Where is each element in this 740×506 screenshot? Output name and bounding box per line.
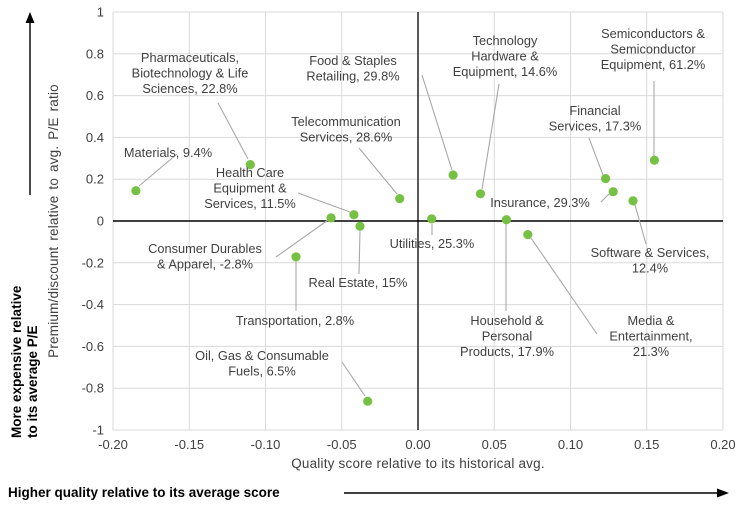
x-tick-label: 0.15: [634, 437, 659, 452]
data-point-16[interactable]: [649, 155, 660, 165]
x-tick-label: 0.20: [710, 437, 735, 452]
leader-line: [297, 192, 351, 213]
data-point-15[interactable]: [628, 196, 638, 206]
data-point-1[interactable]: [245, 160, 255, 170]
leader-line: [600, 193, 610, 203]
y-tick-label: -0.6: [82, 339, 104, 354]
y-axis-title: Premium/discount relative to avg. P/E ra…: [46, 84, 61, 358]
data-point-label: Technology Hardware & Equipment, 14.6%: [453, 33, 558, 79]
leader-line: [421, 74, 453, 171]
y-axis-annotation: More expensive relative to its average P…: [9, 188, 43, 438]
x-annotation-arrow-head: [717, 488, 729, 498]
data-point-label: Real Estate, 15%: [309, 275, 408, 290]
x-tick-label: -0.10: [251, 437, 281, 452]
leader-line: [217, 102, 249, 160]
data-point-0[interactable]: [131, 186, 141, 196]
data-point-13[interactable]: [608, 187, 618, 197]
data-point-11[interactable]: [501, 215, 511, 225]
data-point-4[interactable]: [355, 221, 365, 231]
y-annotation-arrow-head: [25, 12, 35, 23]
data-point-6[interactable]: [363, 396, 373, 406]
x-axis-annotation: Higher quality relative to its average s…: [8, 485, 280, 500]
x-tick-label: 0.10: [558, 437, 583, 452]
data-point-label: Transportation, 2.8%: [236, 313, 354, 328]
leader-line: [588, 137, 604, 176]
data-point-label: Semiconductors & Semiconductor Equipment, …: [601, 26, 706, 72]
data-point-label: Materials, 9.4%: [124, 145, 212, 160]
y-tick-label: 1: [97, 5, 104, 20]
data-point-10[interactable]: [475, 189, 486, 199]
x-tick-label: 0.00: [405, 437, 430, 452]
data-point-label: Insurance, 29.3%: [490, 195, 590, 210]
x-tick-label: -0.05: [327, 437, 357, 452]
data-point-9[interactable]: [448, 170, 458, 180]
x-tick-label: -0.15: [174, 437, 204, 452]
data-point-12[interactable]: [523, 230, 533, 240]
data-point-label: Consumer Durables & Apparel, -2.8%: [148, 241, 262, 272]
data-point-label: Utilities, 25.3%: [390, 236, 475, 251]
data-point-2[interactable]: [349, 210, 359, 220]
x-axis-title: Quality score relative to its historical…: [291, 456, 545, 471]
data-point-label: Software & Services, 12.4%: [591, 245, 710, 276]
y-tick-label: -0.4: [82, 297, 104, 312]
leader-line: [530, 237, 598, 335]
y-tick-label: -0.8: [82, 381, 104, 396]
leader-line: [275, 219, 329, 258]
data-point-3[interactable]: [326, 213, 336, 223]
leader-line: [341, 361, 366, 397]
y-tick-label: 0: [97, 214, 104, 229]
y-annotation-line2: to its average P/E: [25, 325, 40, 438]
leader-line: [634, 204, 647, 245]
y-tick-label: -1: [92, 423, 104, 438]
data-point-label: Media & Entertainment, 21.3%: [609, 313, 692, 359]
data-point-5[interactable]: [291, 252, 301, 262]
data-point-label: Pharmaceuticals, Biotechnology & Life Scie…: [132, 50, 249, 96]
y-tick-label: 0.8: [86, 46, 104, 61]
data-point-8[interactable]: [427, 214, 437, 224]
x-tick-label: -0.20: [98, 437, 128, 452]
data-point-14[interactable]: [601, 174, 611, 184]
y-tick-label: -0.2: [82, 255, 104, 270]
data-point-label: Oil, Gas & Consumable Fuels, 6.5%: [195, 348, 329, 379]
y-tick-label: 0.4: [86, 130, 104, 145]
data-point-7[interactable]: [395, 194, 405, 204]
leader-line: [138, 153, 178, 187]
leader-line: [481, 83, 500, 190]
data-point-label: Financial Services, 17.3%: [549, 103, 641, 134]
data-point-label: Health Care Equipment & Services, 11.5%: [204, 165, 296, 211]
y-tick-label: 0.6: [86, 88, 104, 103]
x-tick-label: 0.05: [482, 437, 507, 452]
y-annotation-line1: More expensive relative: [9, 285, 24, 438]
leader-line: [358, 230, 361, 275]
data-point-label: Household & Personal Products, 17.9%: [460, 313, 554, 359]
y-tick-label: 0.2: [86, 172, 104, 187]
data-point-label: Telecommunication Services, 28.6%: [291, 114, 401, 145]
data-point-label: Food & Staples Retailing, 29.8%: [306, 53, 399, 84]
leader-line: [358, 147, 398, 195]
